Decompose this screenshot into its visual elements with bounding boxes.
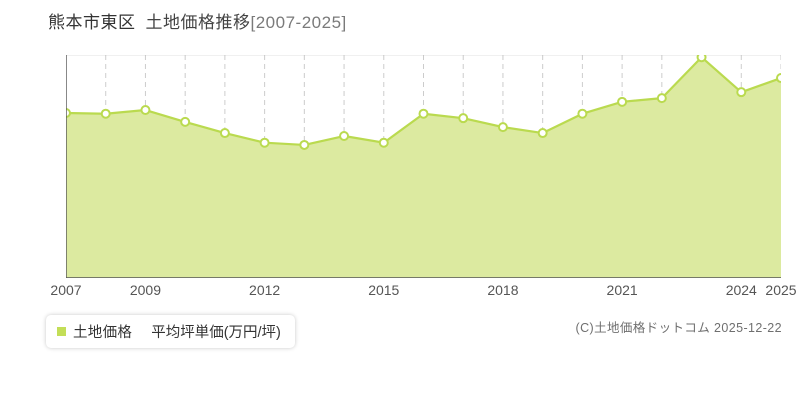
x-tick-label-2018: 2018 [487,282,519,298]
title-year-range: [2007-2025] [250,13,347,32]
data-point-2017[interactable] [458,113,469,124]
x-tick-label-2025: 2025 [765,282,797,298]
legend-series-label: 土地価格 [73,325,133,341]
legend-swatch-icon [57,327,66,336]
data-point-2008[interactable] [100,108,111,119]
series-area-fill [66,57,781,278]
x-tick-label-2007: 2007 [50,282,82,298]
data-point-2010[interactable] [180,116,191,127]
title-region: 熊本市東区 [48,13,136,32]
area-chart-svg [66,55,781,278]
x-tick-label-2024: 2024 [725,282,757,298]
data-point-2015[interactable] [378,137,389,148]
legend-unit-label: 平均坪単価(万円/坪) [151,325,281,341]
data-point-2016[interactable] [418,108,429,119]
footer-credit: (C)土地価格ドットコム 2025-12-22 [575,321,782,335]
data-point-2009[interactable] [140,105,151,116]
data-point-2012[interactable] [259,137,270,148]
data-point-2018[interactable] [497,122,508,133]
x-tick-label-2012: 2012 [249,282,281,298]
data-point-2014[interactable] [339,131,350,142]
data-point-2020[interactable] [577,108,588,119]
data-point-2025[interactable] [776,73,781,84]
title-metric: 土地価格推移 [145,13,251,32]
data-point-2023[interactable] [696,55,707,63]
x-tick-label-2021: 2021 [606,282,638,298]
plot-area [66,55,781,278]
series-markers [66,55,781,150]
data-point-2022[interactable] [656,93,667,104]
x-tick-label-2009: 2009 [129,282,162,298]
data-point-2013[interactable] [299,139,310,150]
data-point-2021[interactable] [617,96,628,107]
x-tick-label-2015: 2015 [368,282,400,298]
data-point-2007[interactable] [66,107,71,118]
page-title: 熊本市東区 土地価格推移[2007-2025] [48,8,347,33]
data-point-2024[interactable] [736,87,747,98]
chart-legend[interactable]: 土地価格 平均坪単価(万円/坪) [46,315,295,348]
data-point-2011[interactable] [219,128,230,139]
data-point-2019[interactable] [537,128,548,139]
